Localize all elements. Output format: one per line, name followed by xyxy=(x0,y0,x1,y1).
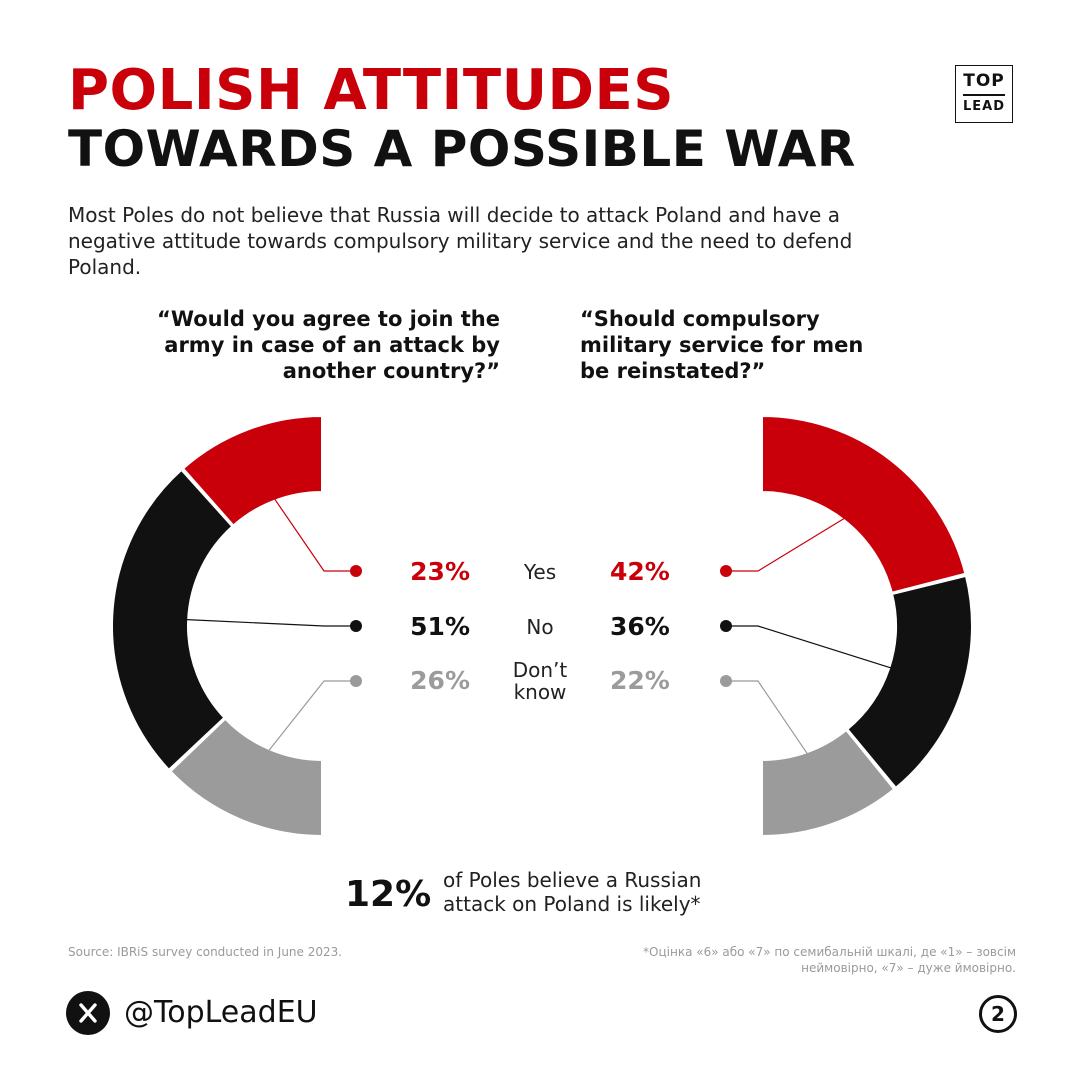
x-logo-glyph xyxy=(79,1003,97,1023)
left-donut-segment-no xyxy=(111,468,234,772)
question-left: “Would you agree to join the army in cas… xyxy=(157,307,500,383)
legend-yes: Yes xyxy=(523,560,557,584)
left-yes-percent: 23% xyxy=(410,557,470,586)
footnote: *Оцінка «6» або «7» по семибальній шкалі… xyxy=(643,945,1016,975)
kpi-value: 12% xyxy=(345,874,432,915)
source-note: Source: IBRiS survey conducted in June 2… xyxy=(68,945,343,959)
question-right: “Should compulsory military service for … xyxy=(580,307,864,383)
x-logo-icon[interactable] xyxy=(66,991,110,1035)
subtitle: Most Poles do not believe that Russia wi… xyxy=(68,203,853,279)
right-donut-segment-no xyxy=(846,574,973,790)
left-marker-dot-dontknow xyxy=(350,675,362,687)
kpi-text: of Poles believe a Russian attack on Pol… xyxy=(443,868,702,916)
right-connector-no xyxy=(726,625,894,670)
logo-line-2: LEAD xyxy=(962,98,1006,114)
legend-dont-know-line2: know xyxy=(513,680,567,704)
logo-line-1: TOP xyxy=(963,71,1005,91)
right-connector-dontknow xyxy=(726,680,810,757)
left-marker-dot-yes xyxy=(350,565,362,577)
left-marker-dot-no xyxy=(350,620,362,632)
right-donut-segment-dontknow xyxy=(761,728,896,838)
right-marker-dot-yes xyxy=(720,565,732,577)
left-no-percent: 51% xyxy=(410,612,470,641)
right-donut xyxy=(761,414,973,838)
left-donut xyxy=(111,414,323,838)
toplead-logo: TOP LEAD xyxy=(955,65,1013,123)
title-line-2: TOWARDS A POSSIBLE WAR xyxy=(68,120,856,178)
legend-dont-know: Don’t know xyxy=(490,659,590,703)
right-connector-yes xyxy=(726,516,847,572)
connectors xyxy=(184,496,894,757)
social-handle[interactable]: @TopLeadEU xyxy=(124,995,318,1030)
left-connector-no xyxy=(184,618,356,627)
left-donut-segment-yes xyxy=(181,414,323,527)
title-line-1: POLISH ATTITUDES xyxy=(68,58,675,123)
right-marker-dot-dontknow xyxy=(720,675,732,687)
left-connector-dontknow xyxy=(266,680,356,754)
logo-divider xyxy=(963,94,1005,96)
left-dontknow-percent: 26% xyxy=(410,666,470,695)
right-yes-percent: 42% xyxy=(610,557,670,586)
right-marker-dot-no xyxy=(720,620,732,632)
right-donut-segment-yes xyxy=(761,414,967,594)
legend-dont-know-line1: Don’t xyxy=(512,658,568,682)
right-no-percent: 36% xyxy=(610,612,670,641)
page-number: 2 xyxy=(979,995,1017,1033)
legend-no: No xyxy=(526,615,554,639)
left-connector-yes xyxy=(272,496,356,572)
left-donut-segment-dontknow xyxy=(169,717,323,838)
right-dontknow-percent: 22% xyxy=(610,666,670,695)
